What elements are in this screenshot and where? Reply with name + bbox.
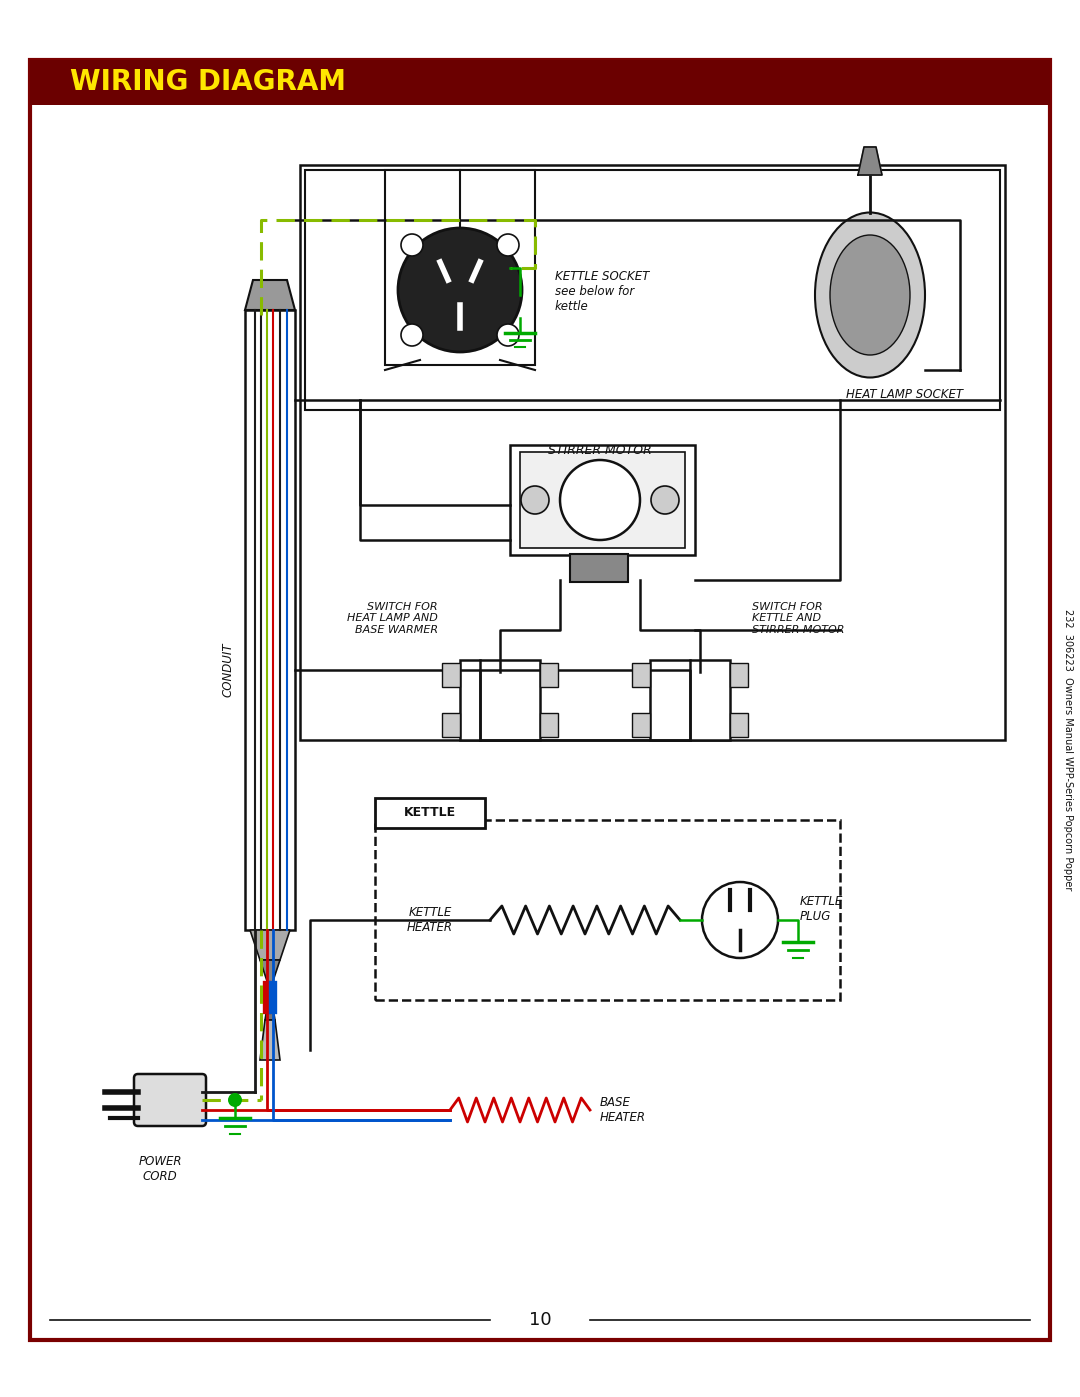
FancyBboxPatch shape [730, 664, 748, 687]
Text: HEAT LAMP SOCKET: HEAT LAMP SOCKET [847, 388, 963, 401]
Text: KETTLE: KETTLE [404, 806, 456, 820]
Text: SWITCH FOR
KETTLE AND
STIRRER MOTOR: SWITCH FOR KETTLE AND STIRRER MOTOR [752, 602, 845, 636]
FancyBboxPatch shape [30, 60, 1050, 105]
FancyBboxPatch shape [460, 659, 540, 740]
FancyBboxPatch shape [570, 555, 627, 583]
Text: BASE
HEATER: BASE HEATER [600, 1097, 646, 1125]
Polygon shape [265, 990, 275, 1020]
FancyBboxPatch shape [510, 446, 696, 555]
Polygon shape [260, 1020, 280, 1060]
Circle shape [401, 324, 423, 346]
Circle shape [521, 486, 549, 514]
Text: KETTLE SOCKET
see below for
kettle: KETTLE SOCKET see below for kettle [555, 270, 649, 313]
FancyBboxPatch shape [540, 712, 558, 738]
Circle shape [401, 235, 423, 256]
FancyBboxPatch shape [375, 820, 840, 1000]
Ellipse shape [831, 235, 910, 355]
Circle shape [228, 1092, 242, 1106]
Polygon shape [858, 147, 882, 175]
FancyBboxPatch shape [134, 1074, 206, 1126]
Text: 232  306223  Owners Manual WPP-Series Popcorn Popper: 232 306223 Owners Manual WPP-Series Popc… [1063, 609, 1074, 891]
Text: CONDUIT: CONDUIT [221, 643, 234, 697]
Circle shape [399, 228, 522, 352]
FancyBboxPatch shape [442, 712, 460, 738]
FancyBboxPatch shape [632, 712, 650, 738]
Circle shape [497, 235, 519, 256]
Text: SWITCH FOR
HEAT LAMP AND
BASE WARMER: SWITCH FOR HEAT LAMP AND BASE WARMER [347, 602, 438, 636]
FancyBboxPatch shape [375, 798, 485, 828]
FancyBboxPatch shape [730, 712, 748, 738]
FancyBboxPatch shape [540, 664, 558, 687]
FancyBboxPatch shape [384, 170, 535, 365]
Circle shape [497, 324, 519, 346]
FancyBboxPatch shape [650, 659, 730, 740]
Text: 10: 10 [529, 1310, 551, 1329]
Text: KETTLE
HEATER: KETTLE HEATER [407, 907, 453, 935]
FancyBboxPatch shape [245, 310, 295, 930]
Text: WIRING DIAGRAM: WIRING DIAGRAM [70, 68, 346, 96]
FancyBboxPatch shape [632, 664, 650, 687]
Text: KETTLE
PLUG: KETTLE PLUG [800, 895, 843, 923]
Polygon shape [245, 279, 295, 310]
Circle shape [651, 486, 679, 514]
FancyBboxPatch shape [519, 453, 685, 548]
Text: STIRRER MOTOR: STIRRER MOTOR [549, 443, 652, 457]
Ellipse shape [815, 212, 924, 377]
FancyBboxPatch shape [305, 170, 1000, 409]
Text: POWER
CORD: POWER CORD [138, 1155, 181, 1183]
FancyBboxPatch shape [30, 60, 1050, 1340]
Circle shape [702, 882, 778, 958]
Circle shape [561, 460, 640, 541]
Polygon shape [260, 960, 280, 990]
FancyBboxPatch shape [300, 165, 1005, 740]
Polygon shape [249, 930, 291, 960]
FancyBboxPatch shape [442, 664, 460, 687]
